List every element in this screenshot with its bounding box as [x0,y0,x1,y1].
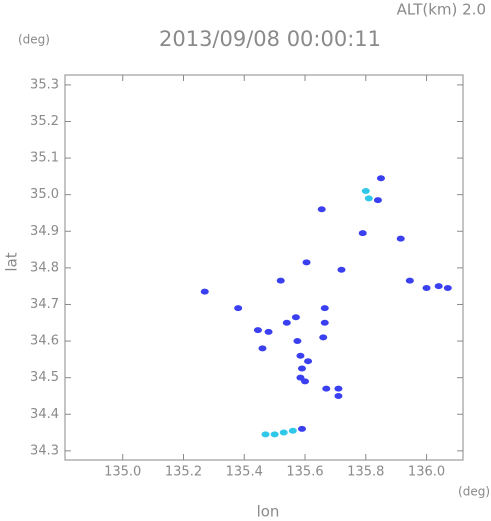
y-tick-label: 35.0 [30,187,59,202]
echo-point [396,235,405,242]
x-tick-label: 135.0 [104,465,141,480]
y-tick-label: 35.2 [30,114,59,129]
echo-point [302,259,311,266]
echo-point [297,425,306,432]
y-axis-label: lat [3,252,21,271]
echo-point [291,314,300,321]
y-tick-label: 34.3 [30,443,59,458]
y-tick-label: 34.9 [30,224,59,239]
plot-frame [64,74,464,461]
chart-title: 2013/09/08 00:00:11 [159,27,381,51]
echo-point [422,284,431,291]
echo-point [361,188,370,195]
echo-point [317,206,326,213]
echo-point [304,358,313,365]
echo-point [258,345,267,352]
x-tick-label: 135.6 [286,465,323,480]
echo-point [320,319,329,326]
echo-point [261,431,270,438]
chart-subtitle: ALT(km) 2.0 [397,1,486,19]
x-unit: (deg) [458,485,490,499]
echo-point [364,195,373,202]
y-tick-label: 35.3 [30,77,59,92]
echo-point [270,431,279,438]
echo-point [434,283,443,290]
echo-point [288,427,297,434]
echo-point [358,230,367,237]
echo-point [337,266,346,273]
y-tick-label: 34.8 [30,260,59,275]
echo-point [293,338,302,345]
y-tick-label: 34.7 [30,297,59,312]
x-tick-label: 136.0 [408,465,445,480]
y-tick-label: 34.4 [30,407,59,422]
x-axis-label: lon [257,503,280,521]
echo-point [319,334,328,341]
echo-point [301,378,310,385]
y-tick-label: 35.1 [30,151,59,166]
y-tick-label: 34.5 [30,370,59,385]
echo-point [253,327,262,334]
echo-point [334,385,343,392]
echo-point [373,197,382,204]
echo-point [279,429,288,436]
x-tick-label: 135.8 [347,465,384,480]
echo-point [264,328,273,335]
echo-point [443,284,452,291]
x-tick-label: 135.2 [165,465,202,480]
echo-point [405,277,414,284]
echo-point [200,288,209,295]
echo-point [322,385,331,392]
echo-point [320,305,329,312]
y-tick-label: 34.6 [30,334,59,349]
y-unit: (deg) [18,33,50,47]
echo-point [282,319,291,326]
echo-point [297,365,306,372]
echo-point [276,277,285,284]
echo-point [376,175,385,182]
x-tick-label: 135.4 [226,465,263,480]
echo-point [296,352,305,359]
echo-point [334,392,343,399]
echo-point [234,305,243,312]
